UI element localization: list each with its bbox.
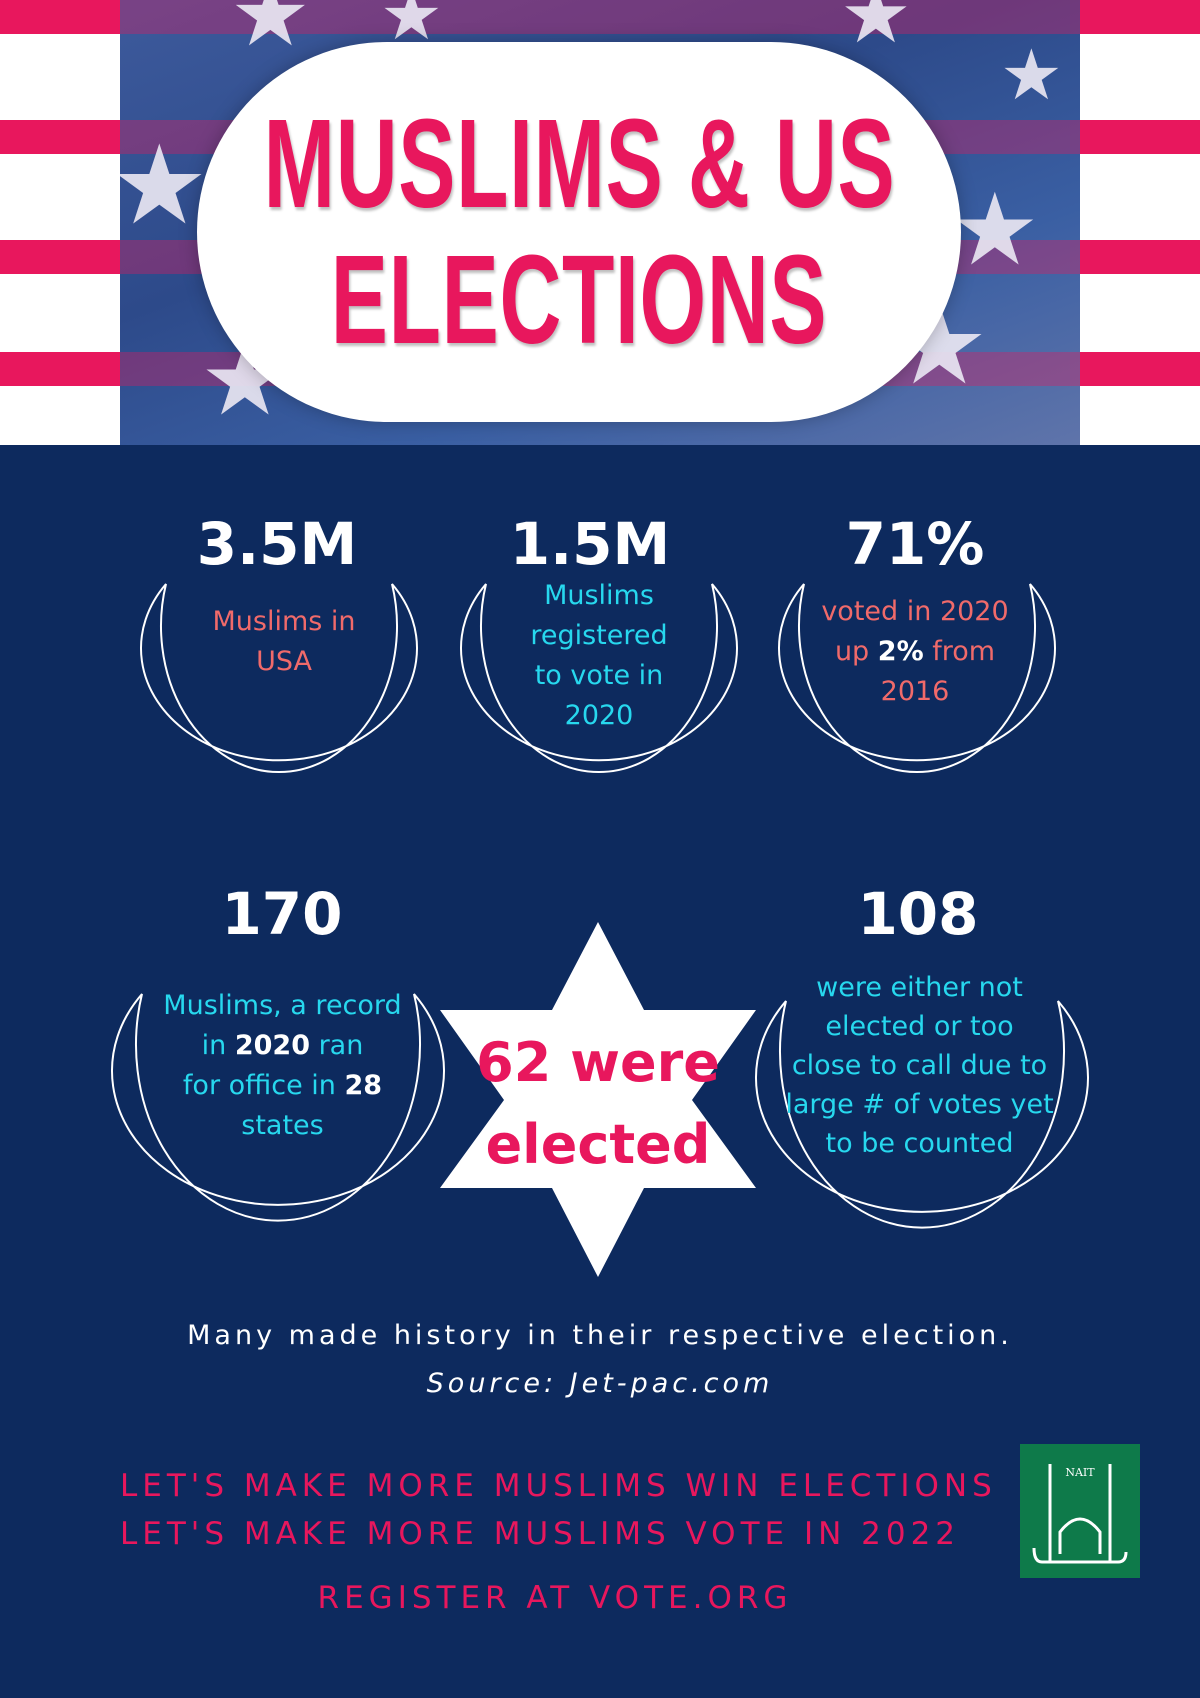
- nait-logo: NAIT: [1020, 1444, 1140, 1578]
- crescent-moon-icon: [778, 583, 1056, 773]
- crescent-moon-icon: [755, 1000, 1089, 1229]
- mosque-logo-icon: [1032, 1464, 1128, 1564]
- page-title-line1: MUSLIMS & US: [263, 93, 895, 234]
- star-icon: ★: [1000, 34, 1063, 116]
- star-icon: ★: [950, 171, 1040, 288]
- star-icon: ★: [230, 0, 311, 67]
- crescent-moon-icon: [140, 583, 418, 773]
- six-point-star-icon: [440, 922, 756, 1277]
- stat-registered-desc: Muslims registered to vote in 2020: [530, 580, 668, 731]
- stat-muslims-usa-desc: Muslims in USA: [212, 606, 356, 677]
- header-banner: ★ ★ ★ ★ ★ ★ ★ ★ MUSLIMS & US ELECTIONS: [0, 0, 1200, 445]
- crescent-moon-icon: [460, 583, 738, 773]
- cta-win-elections: LET'S MAKE MORE MUSLIMS WIN ELECTIONS: [120, 1468, 997, 1504]
- stat-not-elected-desc: were either not elected or too close to …: [785, 972, 1054, 1159]
- crescent-moon-icon: [111, 993, 445, 1222]
- stat-voted-desc: voted in 2020 up 2% from 2016: [821, 596, 1009, 707]
- stat-ran-desc: Muslims, a record in 2020 ran for office…: [163, 990, 402, 1141]
- stat-muslims-usa-number: 3.5M: [196, 510, 358, 578]
- source-line: Source: Jet-pac.com: [426, 1368, 774, 1399]
- history-note: Many made history in their respective el…: [187, 1320, 1013, 1351]
- page-title-line2: ELECTIONS: [330, 229, 828, 370]
- star-icon: ★: [120, 121, 209, 249]
- stat-registered-number: 1.5M: [509, 510, 671, 578]
- stat-ran-number: 170: [221, 880, 343, 948]
- stat-not-elected-number: 108: [857, 880, 979, 948]
- cta-vote-2022: LET'S MAKE MORE MUSLIMS VOTE IN 2022: [120, 1516, 961, 1552]
- cta-register: REGISTER AT VOTE.ORG: [317, 1580, 793, 1616]
- stat-voted-number: 71%: [845, 510, 985, 578]
- title-pill: MUSLIMS & US ELECTIONS: [197, 42, 961, 422]
- elected-count: 62 were elected: [476, 1031, 720, 1176]
- star-icon: ★: [380, 0, 443, 56]
- star-icon: ★: [840, 0, 912, 61]
